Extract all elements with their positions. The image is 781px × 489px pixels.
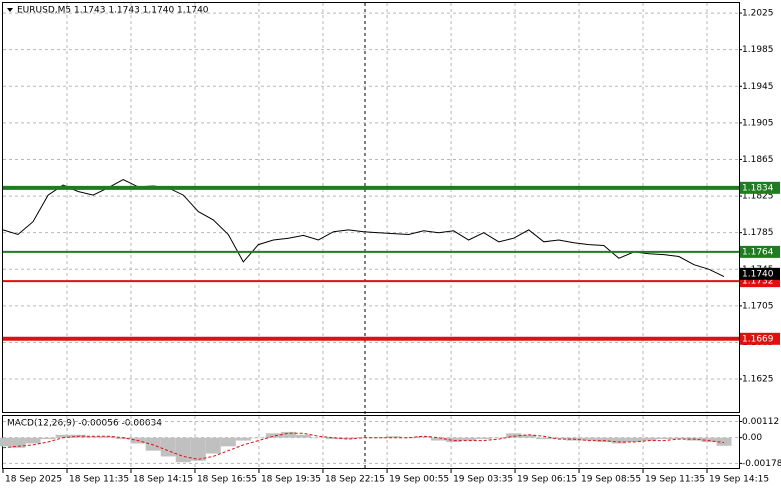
macd-bar [190,437,206,461]
x-tick-label: 18 Sep 22:15 [325,475,385,485]
x-tick-label: 19 Sep 03:35 [453,475,513,485]
macd-bar [581,437,597,441]
macd-bar [656,437,672,440]
macd-bar [371,437,387,439]
macd-bar [40,437,56,440]
y-tick-label: 1.1625 [742,375,774,385]
macd-bar [461,437,477,441]
level-label: 1.1732 [742,277,774,287]
level-label-bg [740,332,780,345]
chart-title: EURUSD,M5 1.1743 1.1743 1.1740 1.1740 [17,6,209,16]
y-tick-label: 1.1865 [742,155,774,165]
macd-bar [25,437,41,444]
y-tick-label: 1.1825 [742,192,774,202]
macd-bar [701,437,717,442]
macd-bar [536,437,552,440]
y-tick-label: 1.1785 [742,228,774,238]
macd-bar [611,437,627,444]
y-tick-label: 1.1705 [742,301,774,311]
macd-bar [10,437,26,448]
macd-bar [340,437,356,440]
macd-bar [295,434,311,438]
last-price-label: 1.1740 [742,269,774,279]
macd-bar [446,437,462,442]
x-tick-label: 19 Sep 08:55 [581,475,641,485]
x-tick-label: 18 Sep 19:35 [261,475,321,485]
macd-bar [386,436,402,438]
level-label-bg [740,181,780,194]
macd-bar [220,437,236,447]
macd-bar [265,433,281,438]
y-tick-label: 1.2025 [742,9,774,19]
macd-bar [115,437,131,440]
macd-bar [521,434,537,438]
x-tick-label: 18 Sep 16:55 [197,475,257,485]
y-tick-label: 1.1945 [742,82,774,92]
macd-bar [55,434,71,438]
macd-bar [145,437,161,451]
macd-bar [280,431,296,438]
macd-bar [476,437,492,440]
macd-bar [0,437,11,447]
level-label: 1.1669 [742,334,774,344]
macd-bar [596,437,612,442]
y-tick-label: 0.00112 [742,417,779,427]
macd-bar [431,437,447,441]
menu-arrow [7,8,13,12]
macd-bar [235,437,251,441]
macd-bar [626,437,642,442]
y-tick-label: 0.00 [742,433,762,443]
macd-title: MACD(12,26,9) -0.00056 -0.00034 [7,419,162,429]
x-tick-label: 19 Sep 14:15 [709,475,769,485]
price-line [2,179,725,278]
level-label: 1.1834 [742,183,774,193]
macd-bar [205,437,221,454]
main-panel-border [2,2,740,413]
macd-bar [641,437,657,441]
last-price-bg [740,267,780,280]
x-tick-label: 19 Sep 00:55 [389,475,449,485]
x-tick-label: 19 Sep 06:15 [517,475,577,485]
macd-bar [85,436,101,438]
macd-bar [175,437,191,463]
x-tick-label: 18 Sep 14:15 [133,475,193,485]
macd-bar [160,437,176,457]
x-tick-label: 18 Sep 2025 [5,475,62,485]
x-tick-label: 18 Sep 11:35 [69,475,129,485]
y-tick-label: -0.00178 [742,459,781,469]
macd-bar [716,437,732,446]
level-label-bg [740,245,780,258]
signal-line [2,432,725,460]
macd-bar [355,437,372,439]
macd-bar [551,437,567,440]
macd-bar [250,437,266,439]
y-tick-label: 1.1905 [742,118,774,128]
macd-bar [310,437,326,439]
level-label: 1.1764 [742,247,774,257]
macd-bar [416,436,432,438]
macd-bar [401,437,417,439]
macd-bar [325,437,341,440]
macd-bar [671,437,687,440]
y-tick-label: 1.1985 [742,45,774,55]
macd-bar [100,436,116,438]
macd-bar [506,433,522,438]
macd-bar [491,437,507,439]
x-tick-label: 19 Sep 11:35 [645,475,705,485]
